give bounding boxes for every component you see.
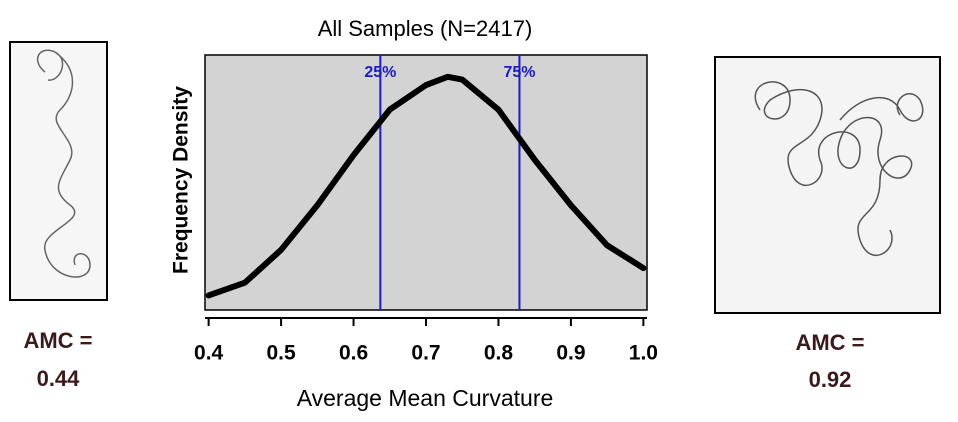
density-curve [205, 73, 647, 299]
x-tick-label: 0.9 [556, 342, 585, 365]
x-tick-label: 0.8 [484, 342, 514, 365]
left-sample-image [9, 41, 108, 301]
x-tick-label: 0.5 [266, 342, 296, 365]
chart-title: All Samples (N=2417) [318, 16, 533, 41]
quartile-label: 75% [503, 64, 535, 81]
x-axis-label: Average Mean Curvature [297, 385, 554, 411]
plot-area [204, 54, 648, 311]
x-tick-label: 0.6 [339, 342, 368, 365]
quartile-label: 25% [364, 64, 396, 81]
sample-label: AMC = [23, 328, 92, 353]
x-tick-label: 1.0 [629, 342, 658, 365]
sample-label: AMC = [795, 330, 864, 355]
x-tick-label: 0.4 [194, 342, 224, 365]
sample-value: 0.44 [37, 366, 81, 391]
y-axis-label: Frequency Density [170, 86, 193, 274]
right-sample-image [714, 56, 941, 314]
plot: 0.4 0.5 0.6 0.7 0.8 0.9 1.0 25% 75% [194, 54, 658, 365]
x-tick-label: 0.7 [411, 342, 440, 365]
sample-value: 0.92 [809, 367, 852, 392]
